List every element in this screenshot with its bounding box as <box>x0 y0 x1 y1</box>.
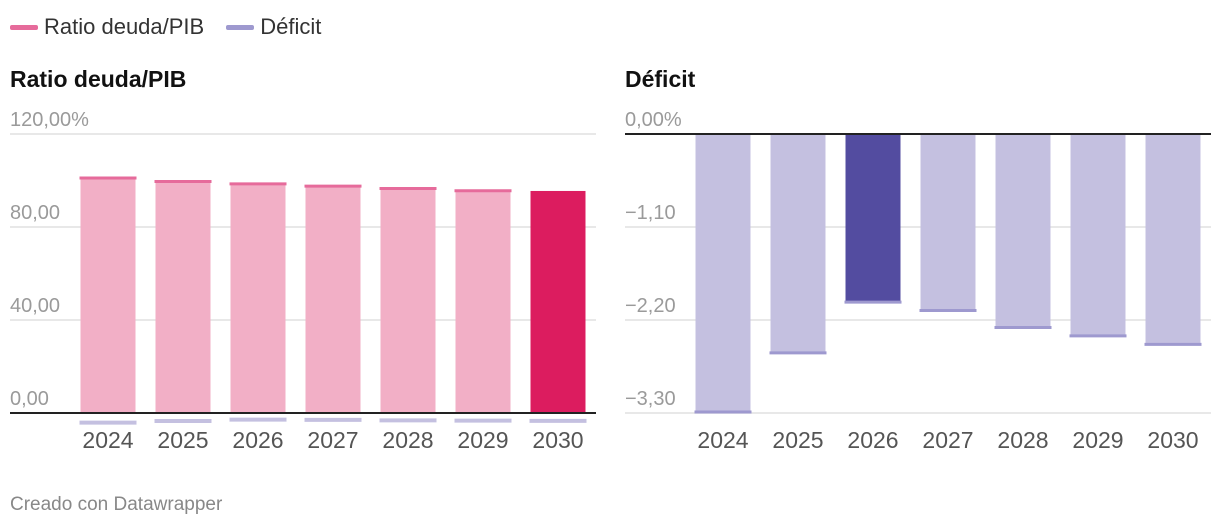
x-tick-label: 2024 <box>82 427 133 453</box>
legend-item-deficit[interactable]: Déficit <box>226 14 321 40</box>
y-tick-label: 80,00 <box>10 202 60 224</box>
x-tick-label: 2025 <box>157 427 208 453</box>
debt-bar <box>305 185 361 413</box>
deficit-chart: 0,00% −1,10 −2,20 −3,30 2024 2025 2026 2027 2028… <box>625 109 1211 453</box>
deficit-bar <box>695 134 751 413</box>
x-tick-label: 2026 <box>232 427 283 453</box>
y-tick-label: −3,30 <box>625 388 676 410</box>
debt-bar <box>455 189 511 413</box>
deficit-bar <box>770 134 826 354</box>
debt-ratio-chart: 120,00% 80,00 40,00 0,00 2024 2025 2026 2027 202… <box>10 109 596 453</box>
debt-bar <box>530 190 586 413</box>
x-tick-label: 2030 <box>1147 427 1198 453</box>
legend-swatch-debt-ratio <box>10 24 38 30</box>
y-tick-label: 0,00 <box>10 388 49 410</box>
x-tick-label: 2029 <box>457 427 508 453</box>
x-tick-label: 2025 <box>772 427 823 453</box>
debt-bar <box>80 177 136 413</box>
x-tick-label: 2028 <box>997 427 1048 453</box>
deficit-bar <box>1070 134 1126 337</box>
legend-label-deficit: Déficit <box>260 14 322 39</box>
y-tick-label: −2,20 <box>625 295 676 317</box>
deficit-bar <box>995 134 1051 329</box>
deficit-bar <box>1145 134 1201 346</box>
datawrapper-credit: Creado con Datawrapper <box>10 494 223 515</box>
legend-item-debt-ratio[interactable]: Ratio deuda/PIB <box>10 14 204 40</box>
debt-bar <box>380 187 436 413</box>
y-tick-label: 120,00% <box>10 109 89 131</box>
x-tick-label: 2024 <box>697 427 748 453</box>
x-tick-label: 2029 <box>1072 427 1123 453</box>
x-tick-label: 2027 <box>922 427 973 453</box>
legend-label-debt-ratio: Ratio deuda/PIB <box>44 14 205 39</box>
y-tick-label: 40,00 <box>10 295 60 317</box>
x-tick-label: 2027 <box>307 427 358 453</box>
deficit-bar <box>920 134 976 312</box>
deficit-bar <box>845 134 901 304</box>
legend: Ratio deuda/PIB Déficit <box>10 14 343 40</box>
legend-swatch-deficit <box>226 24 255 30</box>
debt-bar <box>155 180 211 413</box>
debt-chart-title: Ratio deuda/PIB <box>10 66 187 92</box>
x-tick-label: 2030 <box>532 427 583 453</box>
x-tick-label: 2028 <box>382 427 433 453</box>
y-tick-label: −1,10 <box>625 202 676 224</box>
deficit-chart-title: Déficit <box>625 66 696 92</box>
y-tick-label: 0,00% <box>625 109 682 131</box>
debt-bar <box>230 182 286 413</box>
x-tick-label: 2026 <box>847 427 898 453</box>
